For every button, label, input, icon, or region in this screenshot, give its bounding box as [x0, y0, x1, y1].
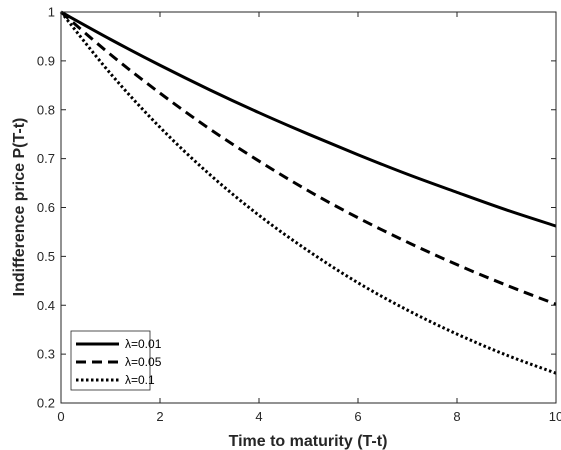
- y-axis-ticks: 0.2 0.3 0.4 0.5 0.6 0.7 0.8 0.9 1: [37, 5, 556, 411]
- y-tick-label: 0.2: [37, 396, 55, 411]
- legend-label-lambda-0.05: λ=0.05: [125, 355, 162, 369]
- y-tick-label: 0.4: [37, 298, 55, 313]
- x-tick-label: 6: [354, 409, 361, 424]
- legend-label-lambda-0.01: λ=0.01: [125, 337, 162, 351]
- x-tick-label: 2: [156, 409, 163, 424]
- legend: λ=0.01 λ=0.05 λ=0.1: [70, 330, 162, 391]
- y-tick-label: 0.6: [37, 200, 55, 215]
- y-tick-label: 0.5: [37, 249, 55, 264]
- legend-label-lambda-0.1: λ=0.1: [125, 373, 155, 387]
- x-tick-label: 8: [453, 409, 460, 424]
- y-tick-label: 1: [48, 5, 55, 20]
- plot-frame: [60, 11, 557, 404]
- y-axis-title: Indifference price P(T-t): [11, 118, 28, 297]
- x-tick-label: 10: [549, 409, 561, 424]
- y-tick-label: 0.9: [37, 53, 55, 68]
- series-line-lambda-0.01: [60, 10, 557, 228]
- y-tick-label: 0.3: [37, 347, 55, 362]
- y-tick-label: 0.7: [37, 151, 55, 166]
- x-axis-title: Time to maturity (T-t): [229, 433, 388, 450]
- x-tick-label: 0: [57, 409, 64, 424]
- x-tick-label: 4: [255, 409, 262, 424]
- series-lines: [59, 10, 557, 375]
- y-tick-label: 0.8: [37, 102, 55, 117]
- series-line-lambda-0.05: [60, 10, 557, 306]
- series-line-lambda-0.1: [59, 11, 557, 375]
